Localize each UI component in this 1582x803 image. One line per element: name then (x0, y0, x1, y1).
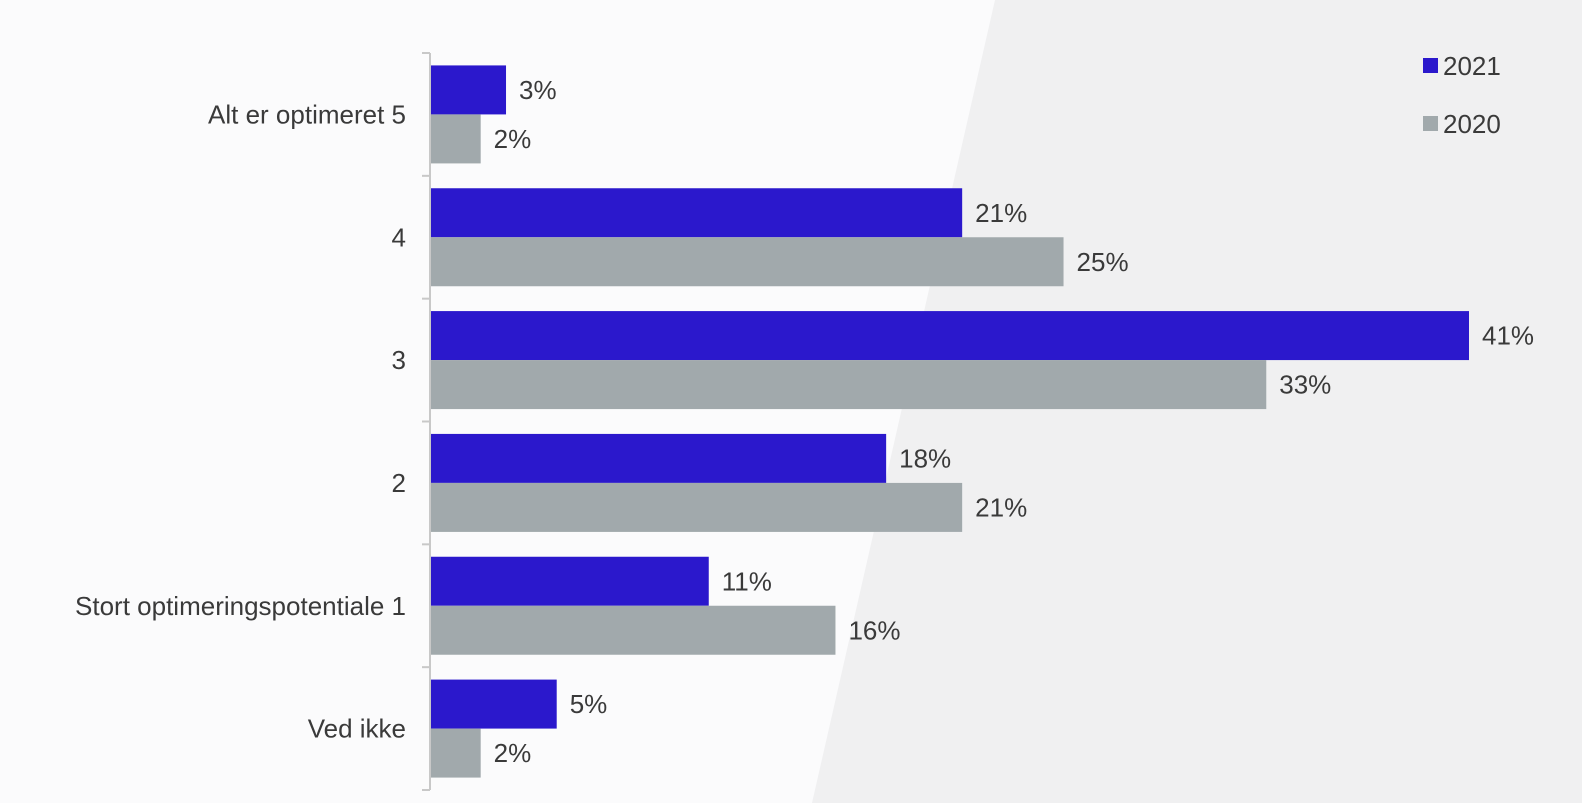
bar-2021 (430, 433, 887, 483)
bar-2021 (430, 65, 507, 115)
bar-2020 (430, 237, 1064, 287)
data-label-2020: 21% (975, 492, 1027, 522)
bar-2021 (430, 188, 963, 238)
data-label-2020: 2% (494, 124, 532, 154)
data-label-2021: 21% (975, 198, 1027, 228)
category-label: Alt er optimeret 5 (208, 99, 406, 129)
category-label: Stort optimeringspotentiale 1 (75, 591, 406, 621)
data-label-2021: 18% (899, 443, 951, 473)
legend-swatch (1423, 58, 1438, 73)
data-label-2020: 2% (494, 738, 532, 768)
category-label: 2 (392, 468, 406, 498)
legend-label: 2020 (1443, 109, 1501, 139)
category-label: 4 (392, 222, 406, 252)
bar-2020 (430, 360, 1267, 410)
data-label-2021: 41% (1482, 321, 1534, 351)
bar-2020 (430, 482, 963, 532)
data-label-2021: 3% (519, 75, 557, 105)
legend-label: 2021 (1443, 51, 1501, 81)
legend: 2021 2020 (1423, 51, 1501, 139)
category-labels: Alt er optimeret 5 4 3 2 Stort optimeringspo… (75, 99, 406, 743)
data-label-2020: 16% (848, 615, 900, 645)
data-label-2021: 11% (722, 566, 772, 596)
category-label: Ved ikke (308, 714, 406, 744)
bar-2020 (430, 114, 481, 164)
bars-group (430, 65, 1469, 778)
bar-2021 (430, 679, 557, 729)
bar-2020 (430, 605, 836, 655)
category-axis (422, 52, 431, 791)
legend-swatch (1423, 116, 1438, 131)
data-label-2020: 33% (1279, 370, 1331, 400)
category-label: 3 (392, 345, 406, 375)
data-label-2021: 5% (570, 689, 608, 719)
bar-2020 (430, 728, 481, 778)
data-label-2020: 25% (1077, 247, 1129, 277)
bar-2021 (430, 311, 1469, 361)
value-labels: 3% 2% 21% 25% 41% 33% 18% 21% 11% 16% 5% 2% (494, 75, 1534, 768)
bar-2021 (430, 556, 709, 606)
